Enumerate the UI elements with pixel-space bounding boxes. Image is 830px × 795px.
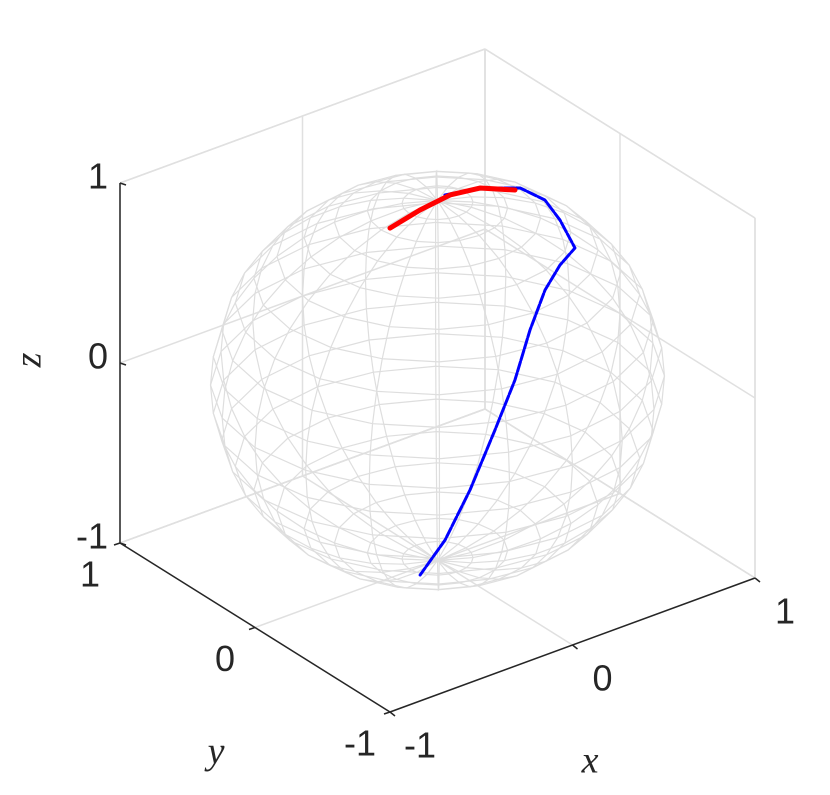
x-tick-label: 1 <box>775 591 795 632</box>
sphere-meridian <box>437 200 574 580</box>
z-tick-label: 0 <box>88 336 108 377</box>
y-tick-label: -1 <box>344 723 376 764</box>
y-tick-label: 0 <box>215 638 235 679</box>
grid-line <box>484 408 756 579</box>
x-tick-label: -1 <box>404 725 436 766</box>
sphere-meridian <box>209 199 438 562</box>
sphere-meridian <box>434 169 439 561</box>
sphere-meridian <box>221 199 438 565</box>
z-tick-label: 1 <box>88 156 108 197</box>
x-tick <box>389 711 396 717</box>
sphere-meridian <box>437 196 654 562</box>
y-tick <box>383 711 391 715</box>
sphere-meridian <box>220 197 438 562</box>
x-axis-label: x <box>581 740 599 782</box>
sphere-meridian <box>305 200 438 583</box>
y-tick <box>113 542 121 546</box>
grid-line <box>119 408 486 544</box>
grid-line <box>484 48 756 219</box>
x-tick <box>754 577 761 583</box>
trajectory <box>418 186 577 577</box>
trajectory <box>387 185 518 231</box>
sphere-meridian <box>437 199 666 562</box>
z-tick <box>119 542 127 546</box>
sphere-meridian <box>437 178 570 561</box>
sphere-meridian <box>368 200 439 589</box>
sphere-meridian <box>254 199 438 573</box>
sphere-meridian <box>436 200 441 592</box>
sphere-meridian <box>436 200 511 588</box>
sphere-wireframe <box>209 169 666 592</box>
z-tick <box>119 362 127 366</box>
y-axis-label: y <box>204 731 225 773</box>
z-tick <box>119 182 127 186</box>
sphere-meridian <box>301 181 438 561</box>
grid-line <box>119 48 486 184</box>
z-tick-label: -1 <box>76 516 108 557</box>
x-tick-label: 0 <box>592 658 612 699</box>
z-axis-label: z <box>8 352 50 368</box>
x-tick <box>572 644 578 650</box>
y-tick <box>248 626 256 631</box>
y-tick-label: 1 <box>80 554 100 595</box>
sphere-meridian <box>437 199 655 564</box>
